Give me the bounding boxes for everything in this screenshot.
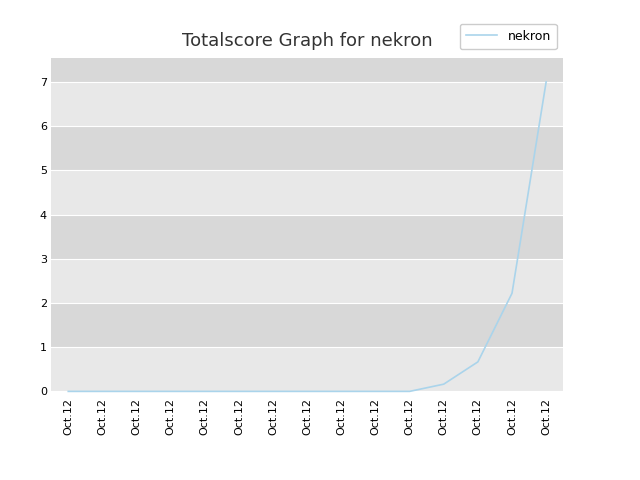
- Bar: [51, 259, 563, 303]
- nekron: [406, 388, 413, 394]
- nekron: [269, 388, 277, 394]
- nekron: [474, 359, 482, 365]
- Bar: [51, 347, 563, 391]
- nekron: [372, 388, 380, 394]
- Bar: [51, 170, 563, 215]
- nekron: [542, 79, 550, 85]
- nekron: [303, 388, 311, 394]
- Bar: [51, 82, 563, 126]
- nekron: [167, 388, 175, 394]
- nekron: [508, 290, 516, 296]
- Bar: [51, 215, 563, 259]
- nekron: [201, 388, 209, 394]
- Legend: nekron: nekron: [460, 24, 557, 49]
- Line: nekron: nekron: [68, 82, 546, 391]
- Title: Totalscore Graph for nekron: Totalscore Graph for nekron: [182, 33, 433, 50]
- Bar: [51, 58, 563, 82]
- Bar: [51, 126, 563, 170]
- nekron: [132, 388, 140, 394]
- nekron: [337, 388, 345, 394]
- nekron: [440, 381, 447, 387]
- nekron: [65, 388, 72, 394]
- nekron: [235, 388, 243, 394]
- Bar: [51, 303, 563, 347]
- nekron: [99, 388, 106, 394]
